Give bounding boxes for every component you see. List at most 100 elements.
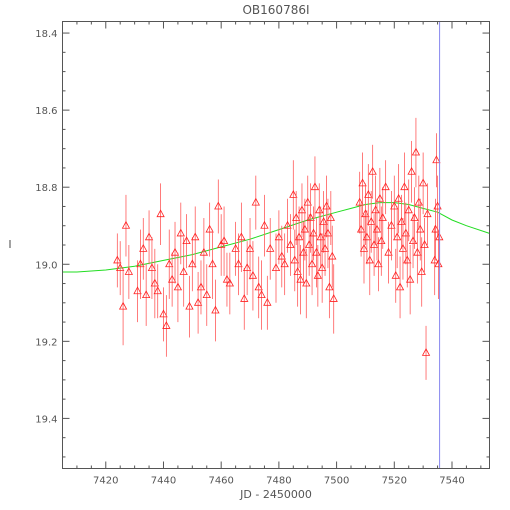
point-marker bbox=[240, 294, 249, 302]
data-point bbox=[179, 237, 188, 307]
data-point bbox=[162, 295, 171, 357]
point-marker bbox=[144, 232, 154, 241]
data-point bbox=[434, 229, 443, 299]
point-marker bbox=[242, 263, 252, 272]
point-marker bbox=[257, 290, 266, 298]
point-marker bbox=[356, 224, 366, 233]
data-point bbox=[199, 218, 209, 288]
data-point bbox=[431, 198, 440, 261]
data-point bbox=[398, 218, 408, 280]
point-marker bbox=[309, 228, 318, 237]
point-marker bbox=[251, 197, 260, 206]
data-point bbox=[208, 229, 217, 299]
data-point bbox=[257, 260, 266, 330]
data-point bbox=[323, 198, 333, 269]
point-marker bbox=[381, 182, 390, 191]
data-point bbox=[240, 268, 249, 330]
point-marker bbox=[294, 232, 304, 241]
point-marker bbox=[374, 259, 383, 268]
data-point bbox=[254, 256, 263, 319]
point-marker bbox=[364, 190, 373, 198]
point-marker bbox=[219, 236, 229, 245]
data-point bbox=[271, 233, 281, 303]
data-point bbox=[411, 117, 421, 188]
point-marker bbox=[225, 278, 235, 287]
data-point bbox=[139, 218, 148, 280]
data-point bbox=[116, 241, 125, 296]
data-point bbox=[136, 229, 145, 299]
data-point bbox=[292, 191, 301, 245]
point-marker bbox=[217, 240, 226, 248]
point-marker bbox=[432, 155, 441, 164]
point-marker bbox=[167, 274, 177, 283]
chart-title: OB160786I bbox=[242, 3, 309, 17]
point-marker bbox=[179, 267, 188, 275]
point-marker bbox=[191, 232, 200, 241]
point-marker bbox=[420, 240, 429, 248]
point-marker bbox=[368, 166, 377, 175]
point-marker bbox=[391, 270, 400, 279]
x-axis-label: JD - 2450000 bbox=[239, 488, 312, 501]
data-point bbox=[418, 152, 428, 215]
data-point bbox=[118, 268, 128, 346]
data-point bbox=[141, 264, 151, 326]
data-point bbox=[359, 214, 369, 284]
data-point bbox=[390, 175, 399, 238]
point-marker bbox=[147, 263, 157, 272]
point-marker bbox=[245, 244, 255, 252]
point-marker bbox=[199, 247, 209, 256]
data-point bbox=[374, 237, 383, 292]
data-point bbox=[315, 183, 324, 238]
data-point bbox=[173, 252, 183, 323]
point-marker bbox=[390, 201, 399, 210]
point-marker bbox=[362, 232, 372, 241]
point-marker bbox=[286, 240, 295, 248]
data-point bbox=[113, 233, 122, 288]
point-marker bbox=[410, 213, 419, 221]
data-point bbox=[260, 194, 269, 257]
x-tick-label: 7500 bbox=[324, 476, 349, 487]
data-point bbox=[225, 252, 235, 315]
data-point bbox=[393, 206, 402, 269]
data-point bbox=[319, 191, 328, 253]
data-point bbox=[144, 210, 154, 265]
point-marker bbox=[266, 244, 275, 252]
y-tick-label: 19.4 bbox=[35, 414, 57, 425]
data-point bbox=[242, 241, 252, 296]
data-point bbox=[156, 183, 165, 245]
data-point bbox=[266, 218, 275, 280]
point-marker bbox=[317, 263, 327, 272]
data-point bbox=[289, 160, 298, 230]
data-point bbox=[150, 248, 159, 319]
data-point bbox=[251, 175, 260, 230]
point-marker bbox=[359, 244, 369, 252]
point-marker bbox=[430, 255, 439, 264]
point-marker bbox=[280, 259, 289, 268]
point-marker bbox=[222, 274, 232, 283]
data-point bbox=[325, 256, 334, 319]
point-marker bbox=[307, 259, 317, 268]
data-point bbox=[159, 287, 168, 342]
point-marker bbox=[283, 220, 292, 229]
x-tick-label: 7460 bbox=[208, 476, 233, 487]
point-marker bbox=[300, 224, 310, 233]
point-marker bbox=[290, 255, 299, 264]
point-marker bbox=[150, 278, 159, 287]
data-point bbox=[312, 218, 321, 288]
x-tick-label: 7420 bbox=[93, 476, 118, 487]
data-point bbox=[414, 175, 423, 230]
point-marker bbox=[387, 220, 396, 229]
point-marker bbox=[289, 190, 298, 198]
point-marker bbox=[303, 197, 312, 206]
point-marker bbox=[423, 209, 432, 218]
data-point bbox=[391, 248, 400, 303]
data-point bbox=[274, 210, 284, 265]
point-marker bbox=[118, 301, 128, 310]
data-point bbox=[280, 233, 289, 296]
point-marker bbox=[395, 282, 405, 291]
data-point bbox=[217, 214, 226, 276]
point-marker bbox=[358, 178, 367, 187]
point-marker bbox=[237, 232, 246, 241]
data-point bbox=[395, 256, 405, 319]
